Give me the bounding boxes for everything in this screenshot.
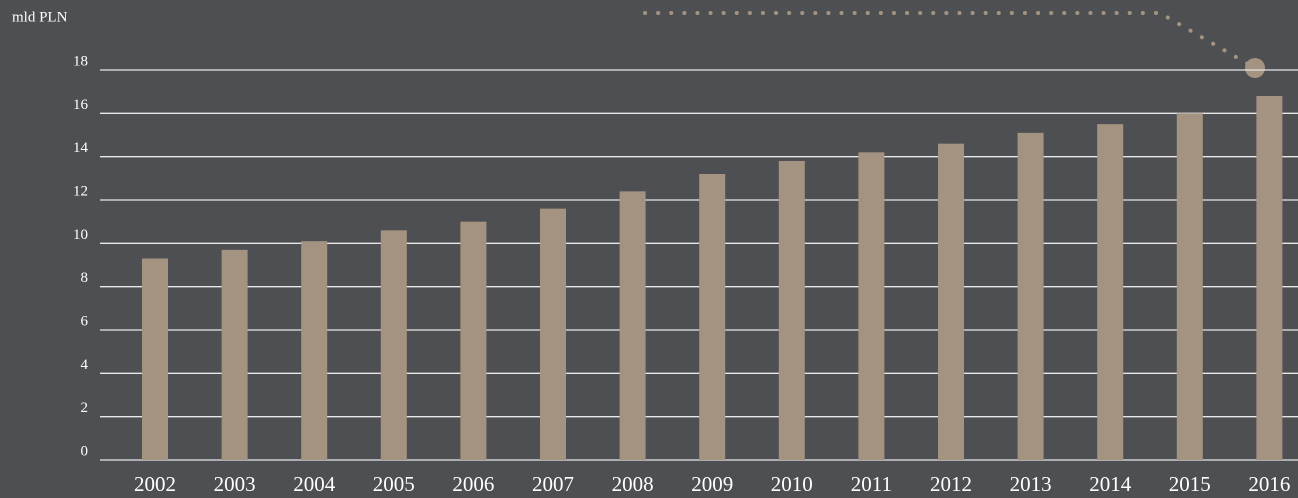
bar [938, 143, 964, 460]
y-tick-label: 4 [81, 357, 89, 373]
bar [1017, 132, 1044, 461]
bar [540, 208, 566, 460]
bar [142, 258, 168, 460]
bar [460, 221, 487, 460]
x-tick-label: 2011 [851, 472, 892, 496]
x-tick-label: 2016 [1248, 472, 1290, 496]
bar [858, 152, 885, 461]
y-tick-label: 6 [81, 313, 89, 329]
x-tick-label: 2015 [1169, 472, 1211, 496]
y-tick-label: 12 [73, 183, 88, 199]
x-tick-label: 2004 [293, 472, 336, 496]
y-tick-label: 16 [73, 97, 89, 113]
x-tick-label: 2002 [134, 472, 176, 496]
bar [1176, 113, 1203, 460]
bar [619, 191, 646, 461]
x-tick-label: 2007 [532, 472, 574, 496]
y-tick-label: 14 [73, 140, 89, 156]
bar [301, 241, 328, 460]
y-tick-label: 10 [73, 227, 88, 243]
y-tick-label: 18 [73, 53, 88, 69]
y-tick-label: 2 [81, 400, 89, 416]
x-tick-label: 2003 [214, 472, 256, 496]
bar [778, 161, 805, 460]
x-tick-label: 2014 [1089, 472, 1132, 496]
x-tick-label: 2005 [373, 472, 415, 496]
x-tick-label: 2012 [930, 472, 972, 496]
bar [1256, 96, 1283, 460]
y-axis-label: mld PLN [12, 9, 68, 25]
y-tick-label: 0 [81, 443, 89, 459]
bar [699, 174, 726, 460]
x-tick-label: 2009 [691, 472, 733, 496]
x-tick-label: 2008 [612, 472, 654, 496]
x-tick-label: 2013 [1010, 472, 1052, 496]
x-tick-label: 2010 [771, 472, 813, 496]
bar [221, 249, 248, 460]
x-tick-label: 2006 [452, 472, 494, 496]
bar [380, 230, 407, 460]
decoration [643, 11, 1265, 78]
bar [1097, 124, 1124, 461]
y-tick-label: 8 [81, 270, 89, 286]
